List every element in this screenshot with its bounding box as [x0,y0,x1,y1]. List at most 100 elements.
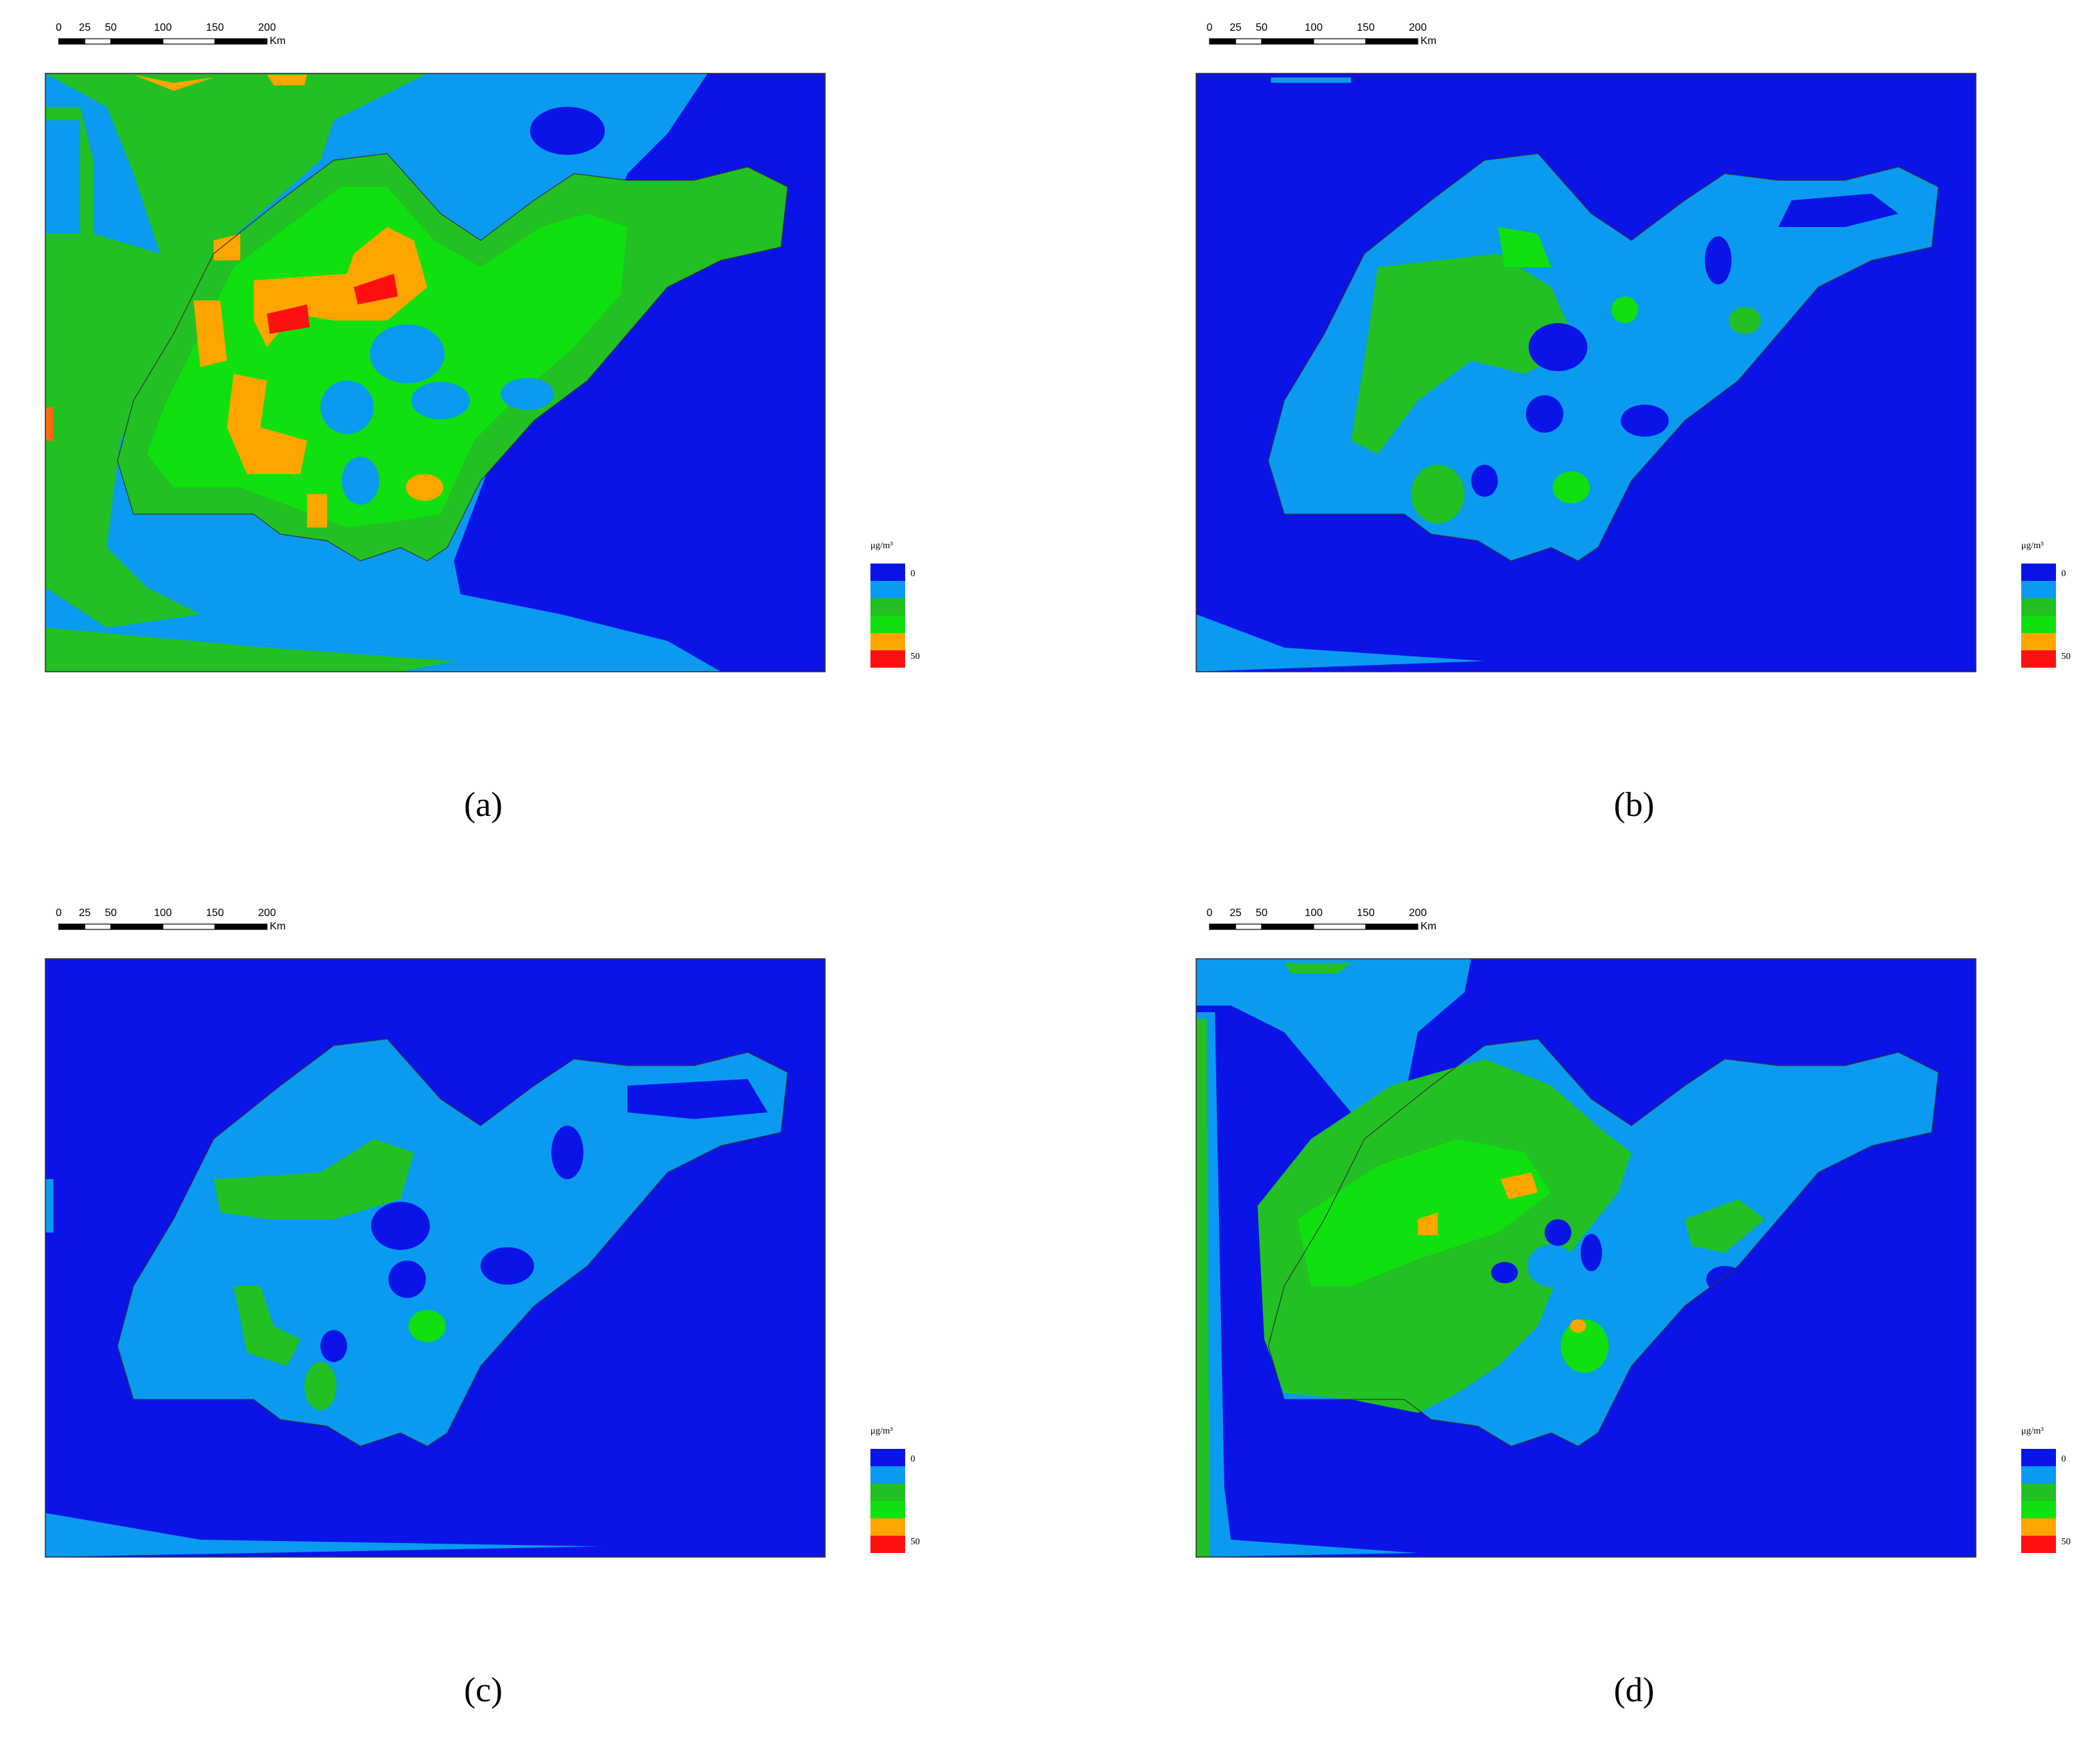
caption: (a) [464,786,503,824]
legend-min-label: 0 [2061,569,2066,579]
scale-bar-label: 25 [1230,907,1242,919]
scale-bar-label: 100 [1305,907,1323,919]
scale-bar-segment [1261,923,1314,930]
scale-bar-label: 200 [1409,907,1427,919]
legend-swatch [2021,581,2056,598]
legend-min-label: 0 [2061,1454,2066,1464]
panel-overlay: 0 25 50 100 150 200 Km μg/m³ 0 50 (d) [1207,907,2071,1709]
scale-bar-segment [110,923,164,930]
caption: (d) [1614,1671,1655,1709]
legend-swatch [870,598,905,616]
legend-swatch [2021,564,2056,581]
legend-swatch [2021,650,2056,668]
legend-swatch [2021,598,2056,616]
legend-swatch [2021,1501,2056,1518]
scale-bar-unit: Km [270,921,286,932]
scale-bar-label: 150 [1357,907,1375,919]
scale-bar-label: 0 [56,907,62,919]
legend-swatch [870,1501,905,1518]
scale-bar-segment [1313,38,1366,45]
scale-bar-label: 100 [154,907,172,919]
legend-swatch [870,1536,905,1553]
legend-min-label: 0 [910,569,915,579]
legend-max-label: 50 [2061,1537,2071,1547]
scale-bar-segment [1209,38,1236,45]
legend-swatch [2021,1536,2056,1553]
legend-swatch [870,633,905,650]
map-frame [1196,73,1977,672]
scale-bar-label: 150 [206,22,224,33]
caption: (b) [1614,786,1655,824]
scale-bar-segment [162,923,216,930]
map-frame [45,73,826,672]
panel-c [45,958,826,1558]
scale-bar-label: 200 [1409,22,1427,33]
scale-bar-segment [1365,923,1418,930]
scale-bar-label: 100 [154,22,172,33]
scale-bar-label: 25 [1230,22,1242,33]
legend-swatch [2021,633,2056,650]
legend-swatch [870,1518,905,1536]
scale-bar-segment [1235,38,1262,45]
scale-bar-segment [1209,923,1236,930]
scale-bar-label: 25 [79,907,91,919]
panel-d [1196,958,1977,1558]
scale-bar-label: 200 [258,22,276,33]
scale-bar-segment [214,923,268,930]
panel-overlay: 0 25 50 100 150 200 Km μg/m³ 0 50 (a) [56,22,920,824]
scale-bar-unit: Km [1420,921,1436,932]
caption: (c) [464,1671,503,1709]
legend-swatch [870,1449,905,1466]
legend-swatch [870,1484,905,1501]
legend-swatch [2021,616,2056,633]
scale-bar-label: 200 [258,907,276,919]
legend-max-label: 50 [910,652,920,662]
scale-bar-segment [58,923,85,930]
legend-swatch [2021,1466,2056,1484]
panel-overlay: 0 25 50 100 150 200 Km μg/m³ 0 50 (b) [1207,22,2071,824]
legend-swatch [870,564,905,581]
legend-swatch [2021,1518,2056,1536]
scale-bar-segment [84,38,111,45]
panel-b [1196,73,1977,672]
scale-bar-label: 0 [1207,907,1213,919]
scale-bar-label: 150 [206,907,224,919]
legend-unit: μg/m³ [2021,541,2043,551]
legend-swatch [870,616,905,633]
scale-bar-segment [110,38,164,45]
map-frame [1196,958,1977,1558]
scale-bar-label: 100 [1305,22,1323,33]
scale-bar-label: 50 [105,22,117,33]
map [1196,73,1976,672]
scale-bar-unit: Km [270,35,286,47]
map [45,73,825,672]
legend-unit: μg/m³ [2021,1426,2043,1436]
scale-bar-segment [84,923,111,930]
scale-bar-label: 0 [56,22,62,33]
scale-bar-label: 0 [1207,22,1213,33]
scale-bar-label: 150 [1357,22,1375,33]
scale-bar-segment [162,38,216,45]
panel-a [45,73,826,672]
map [1196,959,1976,1557]
scale-bar-segment [214,38,268,45]
legend-max-label: 50 [910,1537,920,1547]
legend-swatch [2021,1484,2056,1501]
scale-bar-segment [58,38,85,45]
legend-swatch [870,1466,905,1484]
scale-bar-label: 50 [1256,22,1268,33]
map [45,959,825,1557]
legend-unit: μg/m³ [870,541,892,551]
scale-bar-unit: Km [1420,35,1436,47]
legend-max-label: 50 [2061,652,2071,662]
map-frame [45,958,826,1558]
scale-bar-segment [1261,38,1314,45]
panel-overlay: 0 25 50 100 150 200 Km μg/m³ 0 50 (c) [56,907,920,1709]
scale-bar-label: 50 [1256,907,1268,919]
scale-bar-label: 50 [105,907,117,919]
scale-bar-segment [1365,38,1418,45]
legend-swatch [2021,1449,2056,1466]
legend-swatch [870,650,905,668]
scale-bar-segment [1235,923,1262,930]
